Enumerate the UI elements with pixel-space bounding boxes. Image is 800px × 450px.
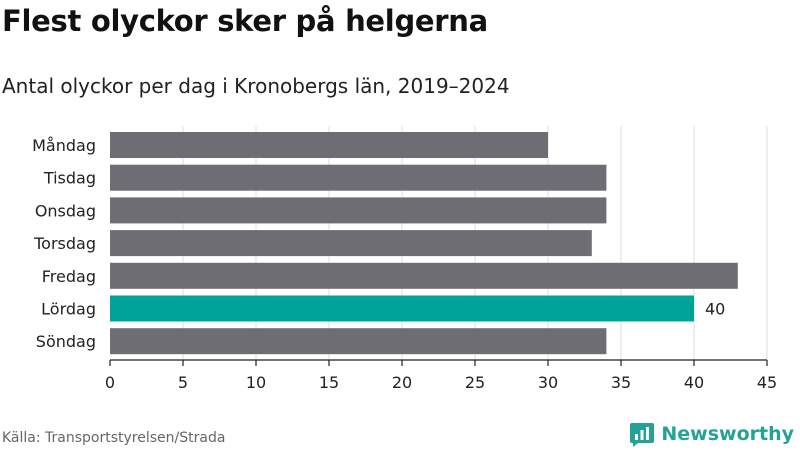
x-tick-label: 25 (465, 373, 485, 392)
category-label: Lördag (41, 300, 96, 319)
bar-tisdag (110, 164, 607, 191)
category-label: Onsdag (35, 201, 96, 220)
category-label: Torsdag (33, 234, 96, 253)
chart-subtitle: Antal olyckor per dag i Kronobergs län, … (2, 74, 510, 98)
x-tick-label: 45 (757, 373, 777, 392)
brand-name: Newsworthy (661, 423, 794, 445)
bar-onsdag (110, 197, 607, 224)
x-tick-label: 10 (246, 373, 266, 392)
x-tick-label: 30 (538, 373, 558, 392)
chart-title: Flest olyckor sker på helgerna (2, 4, 488, 38)
data-label: 40 (705, 300, 725, 319)
x-tick-label: 5 (178, 373, 188, 392)
x-tick-label: 20 (392, 373, 412, 392)
category-label: Fredag (42, 267, 96, 286)
category-label: Måndag (32, 136, 96, 155)
x-tick-label: 15 (319, 373, 339, 392)
category-label: Söndag (36, 332, 96, 351)
bar-chart: Måndag Tisdag Onsdag Torsdag Fredag Lördag Sön… (32, 126, 777, 392)
x-tick-label: 0 (105, 373, 115, 392)
x-tick-label: 40 (684, 373, 704, 392)
bar-lördag (110, 295, 694, 322)
bar-fredag (110, 262, 738, 289)
newsworthy-logo-icon (630, 423, 655, 447)
x-tick-label: 35 (611, 373, 631, 392)
bar-söndag (110, 328, 607, 355)
brand-logo: Newsworthy (629, 420, 794, 448)
source-note: Källa: Transportstyrelsen/Strada (2, 430, 226, 446)
bar-torsdag (110, 230, 592, 257)
bar-måndag (110, 132, 548, 158)
category-label: Tisdag (43, 169, 96, 188)
